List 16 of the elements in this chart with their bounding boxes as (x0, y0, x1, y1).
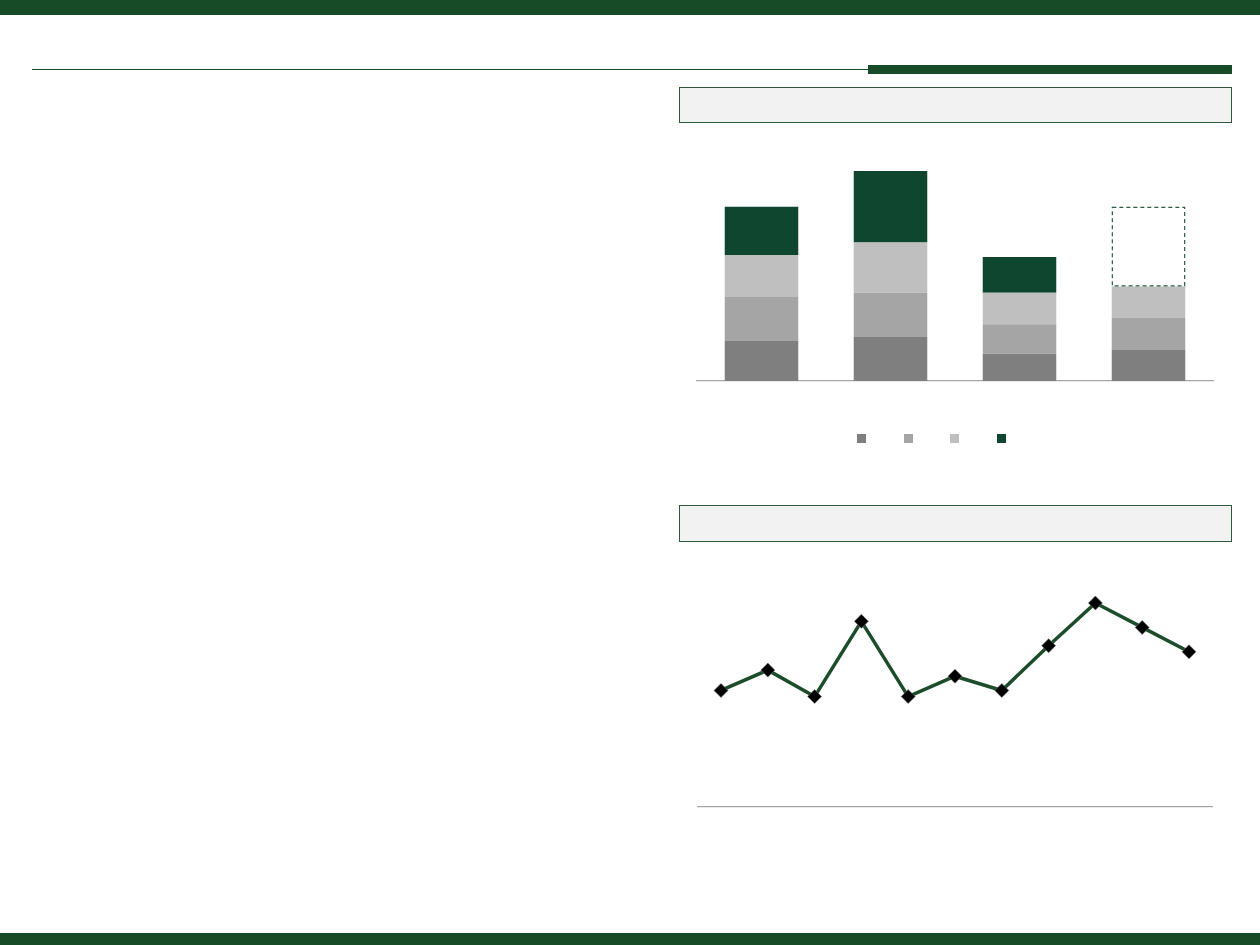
bar (982, 257, 1057, 293)
bar (1111, 206, 1186, 287)
bar (982, 324, 1057, 354)
bar (724, 255, 799, 297)
bar (853, 171, 928, 243)
bar (853, 242, 928, 293)
bar (724, 206, 799, 255)
bar (982, 353, 1057, 381)
bar (724, 341, 799, 381)
bar (724, 297, 799, 342)
bar (1111, 286, 1186, 318)
bar (982, 292, 1057, 325)
bar (853, 292, 928, 337)
bar (853, 336, 928, 381)
bar (1111, 318, 1186, 350)
bar (1111, 349, 1186, 381)
